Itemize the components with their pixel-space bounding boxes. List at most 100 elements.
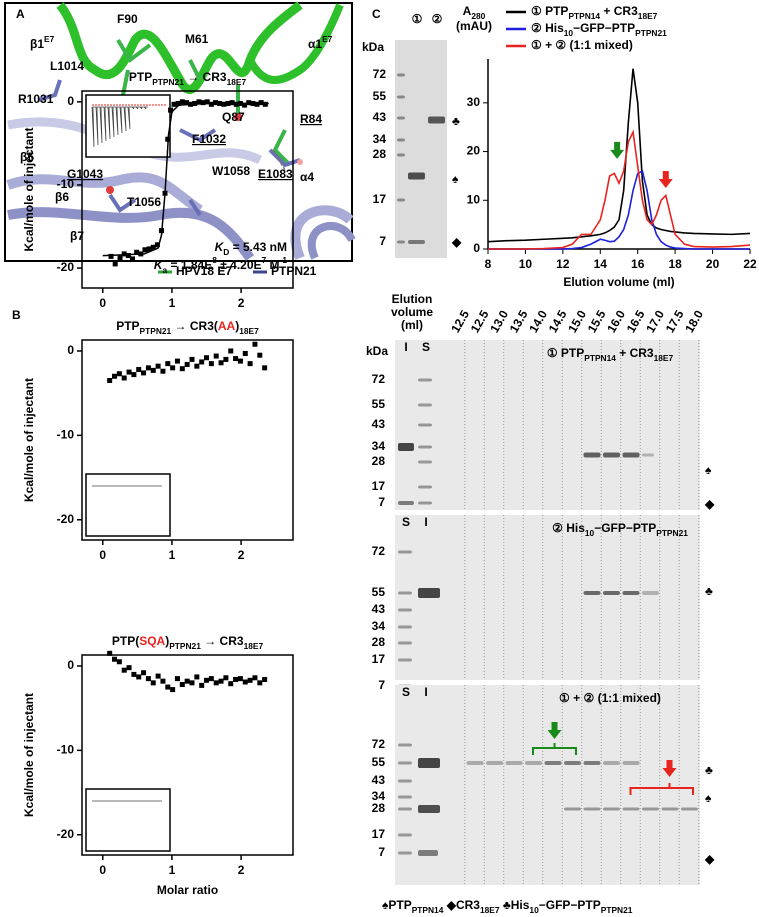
gel-band <box>398 608 412 612</box>
y-tick-label: 0 <box>67 94 74 108</box>
text-part: → CR3( <box>171 319 218 333</box>
data-point <box>229 100 235 106</box>
data-point <box>174 358 180 364</box>
data-point <box>155 363 161 369</box>
text-part: ♣His <box>500 898 530 912</box>
elution-heading: (ml) <box>401 318 423 332</box>
gel-band <box>661 807 679 811</box>
arrow <box>547 722 562 739</box>
protein-symbol: ♣ <box>705 763 713 777</box>
data-point <box>218 678 224 684</box>
annotation: KD = 5.43 nM <box>215 240 287 257</box>
gel-band <box>418 805 440 813</box>
chart-title: PTP(SQA)PTPN21 → CR318E7 <box>112 634 264 651</box>
gel-band <box>397 95 405 99</box>
x-tick-label: 0 <box>99 548 106 562</box>
text-part: 8 <box>212 255 217 265</box>
x-tick-label: 16 <box>631 257 645 271</box>
plot-frame <box>81 654 294 856</box>
lane-label: S <box>402 515 410 529</box>
marker-label: 7 <box>378 678 385 692</box>
lane-label: S <box>422 340 430 354</box>
text-part: PTP <box>129 70 152 84</box>
x-tick-label: 20 <box>706 257 720 271</box>
data-point <box>171 101 177 107</box>
gel <box>395 685 700 885</box>
data-point <box>200 100 206 106</box>
text-part: 18E7 <box>227 77 247 87</box>
marker-label: 55 <box>373 89 387 103</box>
plot-frame <box>81 90 294 289</box>
text-part: 280 <box>471 11 485 21</box>
protein-symbol: ♣ <box>452 114 460 128</box>
gel-band <box>505 761 523 765</box>
panel-label: C <box>372 7 381 21</box>
data-point <box>130 256 136 262</box>
marker-label: 72 <box>372 737 386 751</box>
y-tick-label: 0 <box>67 658 74 672</box>
data-point <box>208 676 214 682</box>
structure-label: F1032 <box>192 132 226 146</box>
panel-label: A <box>16 7 25 21</box>
text-part: PTPN21 <box>635 28 667 38</box>
gel-band <box>525 761 542 765</box>
data-point <box>233 101 239 107</box>
data-point <box>160 678 166 684</box>
text-part: −GFP−PTP <box>594 521 656 535</box>
data-point <box>233 676 239 682</box>
data-point <box>221 101 227 107</box>
text-part: + CR3 <box>600 4 638 18</box>
data-point <box>146 246 152 252</box>
gel-band <box>603 807 620 811</box>
protein-symbol: ♠ <box>705 791 712 805</box>
text-part: F1032 <box>192 132 226 146</box>
lane-label: I <box>424 685 427 699</box>
fraction-label: 15.0 <box>565 308 589 336</box>
structure-label: R84 <box>300 112 322 126</box>
y-tick-label: -20 <box>57 827 75 841</box>
bracket <box>532 743 577 755</box>
text-part: → CR3 <box>201 634 244 648</box>
data-point <box>252 675 258 681</box>
y-tick-label: 0 <box>67 343 74 357</box>
lane-label: ② <box>432 12 443 26</box>
structure-label: G1043 <box>67 167 103 181</box>
text-part: PTPN21 <box>152 77 184 87</box>
data-point <box>150 367 156 373</box>
data-point <box>258 100 264 106</box>
data-point <box>218 360 224 366</box>
data-point <box>165 361 171 367</box>
fraction-label: 12.5 <box>448 308 472 336</box>
gel-band <box>418 460 432 464</box>
data-point <box>208 101 214 107</box>
text-part: 18E7 <box>638 11 658 21</box>
text-part: PTPN14 <box>568 11 600 21</box>
gel-band <box>398 641 412 645</box>
data-point <box>116 371 122 377</box>
gel <box>395 515 700 680</box>
data-point <box>107 650 113 656</box>
data-point <box>126 369 132 375</box>
gel-band <box>398 658 412 662</box>
gel-band <box>583 807 601 811</box>
gel-band <box>397 153 405 157</box>
data-point <box>194 674 200 680</box>
y-tick-label: 20 <box>467 144 481 158</box>
data-point <box>204 677 210 683</box>
fraction-label: 18.0 <box>682 308 706 336</box>
legend-label: ① + ② (1:1 mixed) <box>531 38 633 52</box>
gel-band <box>397 73 405 77</box>
data-point <box>246 100 252 106</box>
y-tick-label: -10 <box>57 177 75 191</box>
text-part: L1014 <box>50 59 84 73</box>
gel-band <box>544 761 562 765</box>
x-tick-label: 14 <box>594 257 608 271</box>
gel-band <box>418 588 440 598</box>
x-axis-label: Elution volume (ml) <box>563 275 674 289</box>
gel-band <box>418 378 432 382</box>
data-point <box>199 682 205 688</box>
gel-band <box>418 423 432 427</box>
data-point <box>194 363 200 369</box>
marker-label: 28 <box>372 801 386 815</box>
text-part: PTPN21 <box>140 326 172 336</box>
